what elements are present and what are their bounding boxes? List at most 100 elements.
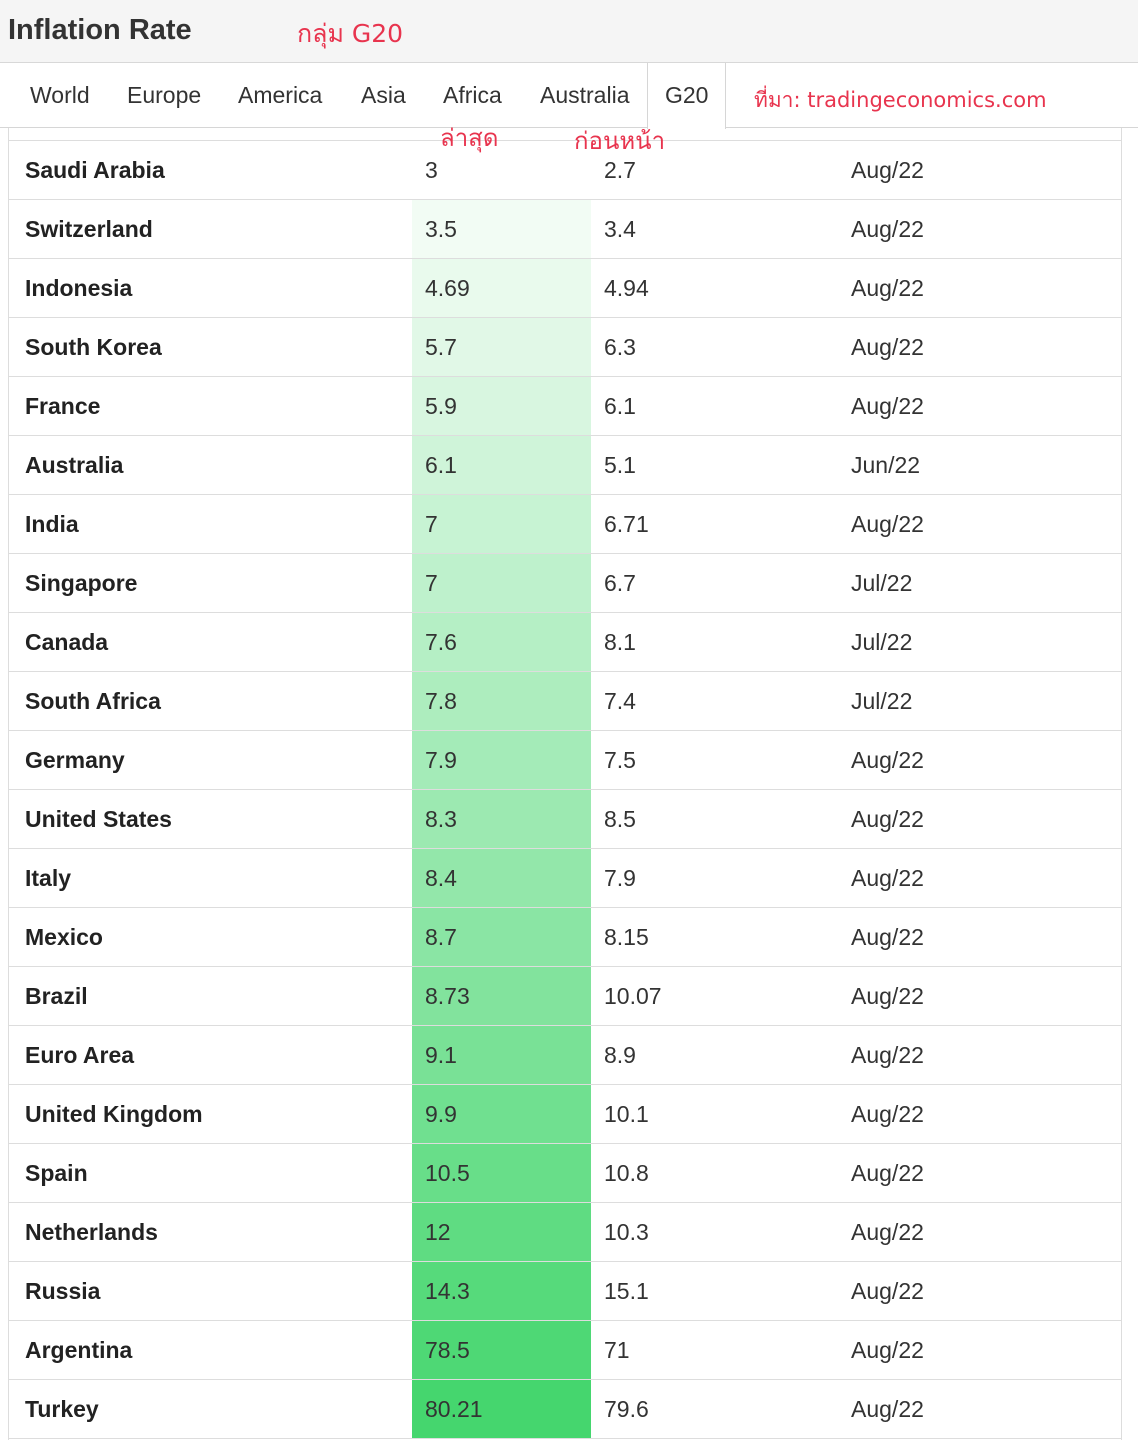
page-title: Inflation Rate <box>8 14 192 46</box>
table-row[interactable]: Argentina 78.5 71 Aug/22 <box>9 1321 1121 1380</box>
tab-asia[interactable]: Asia <box>361 82 406 108</box>
reference-period: Jul/22 <box>851 688 913 714</box>
tab-africa[interactable]: Africa <box>443 82 502 108</box>
latest-value: 6.1 <box>412 436 591 494</box>
inflation-table: Saudi Arabia 3 2.7 Aug/22 Switzerland 3.5 3.4 A… <box>8 128 1122 1440</box>
table-row[interactable]: Euro Area 9.1 8.9 Aug/22 <box>9 1026 1121 1085</box>
table-row[interactable]: Switzerland 3.5 3.4 Aug/22 <box>9 200 1121 259</box>
latest-value: 5.7 <box>412 318 591 376</box>
latest-value: 8.7 <box>412 908 591 966</box>
country-name[interactable]: Indonesia <box>25 275 133 301</box>
reference-period: Aug/22 <box>851 983 924 1009</box>
previous-value: 10.8 <box>604 1160 649 1186</box>
previous-value: 10.1 <box>604 1101 649 1127</box>
previous-value: 10.07 <box>604 983 662 1009</box>
country-name[interactable]: Germany <box>25 747 125 773</box>
reference-period: Aug/22 <box>851 275 924 301</box>
table-row[interactable]: Netherlands 12 10.3 Aug/22 <box>9 1203 1121 1262</box>
table-row[interactable]: Australia 6.1 5.1 Jun/22 <box>9 436 1121 495</box>
reference-period: Aug/22 <box>851 216 924 242</box>
country-name[interactable]: United States <box>25 806 172 832</box>
table-row[interactable]: France 5.9 6.1 Aug/22 <box>9 377 1121 436</box>
previous-value: 8.9 <box>604 1042 636 1068</box>
table-row[interactable]: India 7 6.71 Aug/22 <box>9 495 1121 554</box>
previous-value: 6.71 <box>604 511 649 537</box>
table-divider <box>9 140 1121 141</box>
table-row[interactable]: Brazil 8.73 10.07 Aug/22 <box>9 967 1121 1026</box>
previous-value: 15.1 <box>604 1278 649 1304</box>
reference-period: Aug/22 <box>851 865 924 891</box>
country-name[interactable]: Turkey <box>25 1396 99 1422</box>
table-row[interactable]: South Africa 7.8 7.4 Jul/22 <box>9 672 1121 731</box>
group-annotation: กลุ่ม G20 <box>297 19 404 48</box>
country-name[interactable]: Singapore <box>25 570 138 596</box>
country-name[interactable]: Canada <box>25 629 109 655</box>
source-annotation: ที่มา: tradingeconomics.com <box>754 88 1047 112</box>
tab-g20[interactable]: G20 <box>647 63 727 129</box>
country-name[interactable]: France <box>25 393 101 419</box>
latest-value: 78.5 <box>412 1321 591 1379</box>
country-name[interactable]: India <box>25 511 79 537</box>
latest-value: 7.9 <box>412 731 591 789</box>
latest-value: 8.73 <box>412 967 591 1025</box>
country-name[interactable]: Argentina <box>25 1337 133 1363</box>
latest-value: 8.3 <box>412 790 591 848</box>
reference-period: Aug/22 <box>851 1219 924 1245</box>
reference-period: Jul/22 <box>851 629 913 655</box>
tab-world[interactable]: World <box>30 82 90 108</box>
table-row[interactable]: South Korea 5.7 6.3 Aug/22 <box>9 318 1121 377</box>
reference-period: Aug/22 <box>851 1160 924 1186</box>
page-header: Inflation Rate กลุ่ม G20 <box>0 0 1138 63</box>
latest-value: 7 <box>412 554 591 612</box>
table-row[interactable]: United Kingdom 9.9 10.1 Aug/22 <box>9 1085 1121 1144</box>
table-row[interactable]: Saudi Arabia 3 2.7 Aug/22 <box>9 141 1121 200</box>
reference-period: Aug/22 <box>851 393 924 419</box>
latest-value: 5.9 <box>412 377 591 435</box>
previous-value: 2.7 <box>604 157 636 183</box>
previous-value: 7.9 <box>604 865 636 891</box>
latest-column-annotation: ล่าสุด <box>440 124 499 152</box>
country-name[interactable]: Spain <box>25 1160 88 1186</box>
country-name[interactable]: Mexico <box>25 924 103 950</box>
table-row[interactable]: Singapore 7 6.7 Jul/22 <box>9 554 1121 613</box>
country-name[interactable]: United Kingdom <box>25 1101 203 1127</box>
country-name[interactable]: Brazil <box>25 983 88 1009</box>
table-row[interactable]: Spain 10.5 10.8 Aug/22 <box>9 1144 1121 1203</box>
country-name[interactable]: Australia <box>25 452 124 478</box>
tab-america[interactable]: America <box>238 82 323 108</box>
reference-period: Aug/22 <box>851 747 924 773</box>
reference-period: Aug/22 <box>851 1278 924 1304</box>
table-row[interactable]: Russia 14.3 15.1 Aug/22 <box>9 1262 1121 1321</box>
previous-value: 7.5 <box>604 747 636 773</box>
country-name[interactable]: Russia <box>25 1278 101 1304</box>
reference-period: Jul/22 <box>851 570 913 596</box>
country-name[interactable]: South Korea <box>25 334 162 360</box>
table-row[interactable]: Germany 7.9 7.5 Aug/22 <box>9 731 1121 790</box>
country-name[interactable]: Italy <box>25 865 72 891</box>
table-row[interactable]: Turkey 80.21 79.6 Aug/22 <box>9 1380 1121 1439</box>
table-row[interactable]: Canada 7.6 8.1 Jul/22 <box>9 613 1121 672</box>
tab-australia[interactable]: Australia <box>540 82 630 108</box>
latest-value: 7.8 <box>412 672 591 730</box>
country-name[interactable]: Switzerland <box>25 216 153 242</box>
tab-europe[interactable]: Europe <box>127 82 202 108</box>
previous-value: 8.5 <box>604 806 636 832</box>
latest-value: 10.5 <box>412 1144 591 1202</box>
table-row[interactable]: Mexico 8.7 8.15 Aug/22 <box>9 908 1121 967</box>
country-name[interactable]: Euro Area <box>25 1042 135 1068</box>
table-body: Saudi Arabia 3 2.7 Aug/22 Switzerland 3.5 3.4 A… <box>9 141 1121 1439</box>
previous-value: 4.94 <box>604 275 649 301</box>
latest-value: 12 <box>412 1203 591 1261</box>
previous-value: 6.7 <box>604 570 636 596</box>
latest-value: 14.3 <box>412 1262 591 1320</box>
latest-value: 7.6 <box>412 613 591 671</box>
country-name[interactable]: South Africa <box>25 688 161 714</box>
table-row[interactable]: Indonesia 4.69 4.94 Aug/22 <box>9 259 1121 318</box>
latest-value: 8.4 <box>412 849 591 907</box>
table-row[interactable]: Italy 8.4 7.9 Aug/22 <box>9 849 1121 908</box>
reference-period: Aug/22 <box>851 511 924 537</box>
country-name[interactable]: Saudi Arabia <box>25 157 165 183</box>
country-name[interactable]: Netherlands <box>25 1219 158 1245</box>
latest-value: 3.5 <box>412 200 591 258</box>
table-row[interactable]: United States 8.3 8.5 Aug/22 <box>9 790 1121 849</box>
